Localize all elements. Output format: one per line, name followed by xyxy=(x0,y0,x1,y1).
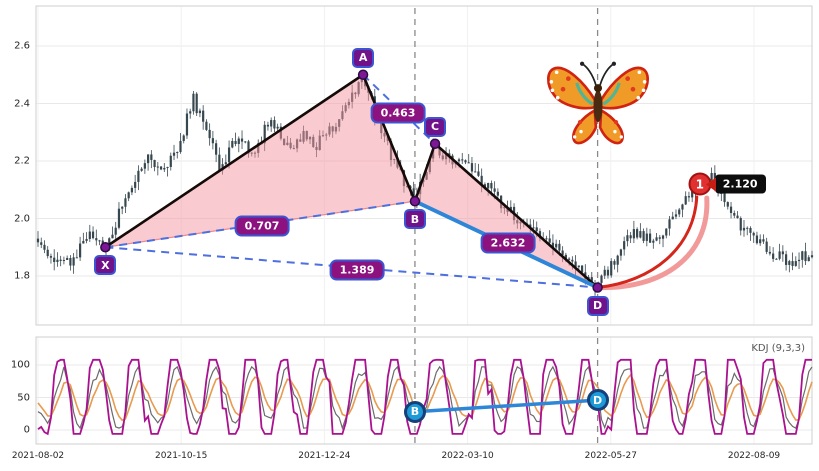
y-axis-tick: 2.4 xyxy=(14,98,30,109)
x-axis-tick: 2021-08-02 xyxy=(11,451,65,461)
pattern-point-B[interactable]: B xyxy=(403,209,426,230)
x-axis-tick: 2022-05-27 xyxy=(584,451,637,461)
y-axis-tick: 1.8 xyxy=(14,270,30,282)
x-axis-tick: 2022-08-09 xyxy=(727,451,781,461)
x-axis-tick: 2022-03-10 xyxy=(441,451,494,461)
pattern-point-A[interactable]: A xyxy=(352,47,375,68)
kdj-indicator-label: KDJ (9,3,3) xyxy=(751,343,805,354)
ratio-label-xd: 1.389 xyxy=(329,259,385,281)
kdj-y-axis-tick: 100 xyxy=(10,359,30,371)
pattern-point-X[interactable]: X xyxy=(94,255,117,276)
butterfly-icon xyxy=(546,61,650,145)
kdj-y-axis-tick: 50 xyxy=(17,392,30,403)
y-axis-tick: 2.0 xyxy=(14,213,30,224)
x-axis-tick: 2021-10-15 xyxy=(155,451,208,461)
pattern-point-C[interactable]: C xyxy=(424,116,447,137)
y-axis-tick: 2.2 xyxy=(14,155,30,167)
ratio-label-xb: 0.707 xyxy=(234,215,290,237)
ratio-label-ac: 0.463 xyxy=(370,102,426,124)
kdj-y-axis-tick: 0 xyxy=(23,424,30,436)
kdj-marker-D[interactable]: D xyxy=(586,389,609,412)
ratio-label-bd: 2.632 xyxy=(480,232,536,254)
kdj-marker-B[interactable]: B xyxy=(403,400,426,423)
target-price-label: 2.120 xyxy=(705,174,766,194)
pattern-point-D[interactable]: D xyxy=(586,295,609,316)
x-axis-tick: 2021-12-24 xyxy=(298,451,351,461)
y-axis-tick: 2.6 xyxy=(14,40,30,52)
